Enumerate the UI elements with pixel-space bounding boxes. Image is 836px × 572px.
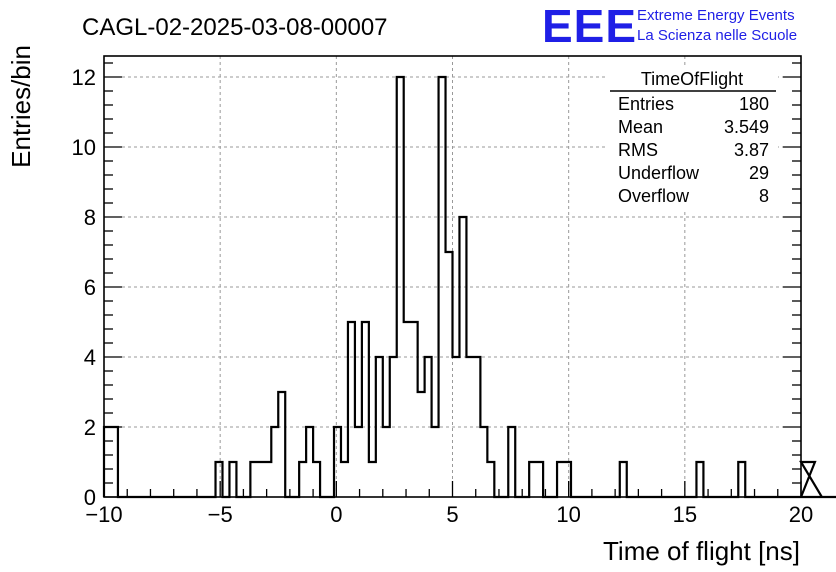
x-tick-label: −10	[85, 502, 122, 527]
eee-logo: EEE Extreme Energy Events La Scienza nel…	[542, 0, 797, 52]
stats-value: 29	[749, 163, 769, 183]
x-tick-labels: −10 −5 0 5 10 15 20	[85, 502, 813, 527]
x-tick-label: −5	[208, 502, 233, 527]
axis-ticks	[103, 62, 802, 498]
y-tick-label: 4	[84, 345, 96, 370]
stats-value: 3.549	[724, 117, 769, 137]
stats-label: Mean	[618, 117, 663, 137]
stats-label: Entries	[618, 94, 674, 114]
logo-line1: Extreme Energy Events	[637, 7, 795, 24]
logo-line2: La Scienza nelle Scuole	[637, 27, 797, 44]
y-tick-labels: 0 2 4 6 8 10 12	[72, 65, 96, 510]
y-tick-label: 6	[84, 275, 96, 300]
x-tick-label: 15	[673, 502, 697, 527]
y-tick-label: 12	[72, 65, 96, 90]
y-tick-label: 10	[72, 135, 96, 160]
x-tick-label: 5	[446, 502, 458, 527]
x-axis-title: Time of flight [ns]	[603, 536, 800, 566]
stats-box: TimeOfFlight Entries 180 Mean 3.549 RMS 3.87 U…	[606, 66, 778, 210]
stats-label: RMS	[618, 140, 658, 160]
x-tick-label: 10	[556, 502, 580, 527]
stats-rows: Entries 180 Mean 3.549 RMS 3.87 Underflow 29 Ove…	[618, 94, 769, 206]
logo-mark: EEE	[542, 0, 637, 52]
chart-title: CAGL-02-2025-03-08-00007	[82, 14, 388, 41]
stats-value: 3.87	[734, 140, 769, 160]
x-tick-label: 20	[789, 502, 813, 527]
y-tick-label: 8	[84, 205, 96, 230]
stats-title: TimeOfFlight	[641, 69, 743, 89]
stats-label: Underflow	[618, 163, 700, 183]
x-tick-label: 0	[330, 502, 342, 527]
y-tick-label: 2	[84, 415, 96, 440]
histogram-outline	[102, 75, 836, 499]
stats-value: 8	[759, 186, 769, 206]
stats-value: 180	[739, 94, 769, 114]
y-axis-title: Entries/bin	[6, 45, 36, 168]
stats-label: Overflow	[618, 186, 690, 206]
y-tick-label: 0	[84, 485, 96, 510]
